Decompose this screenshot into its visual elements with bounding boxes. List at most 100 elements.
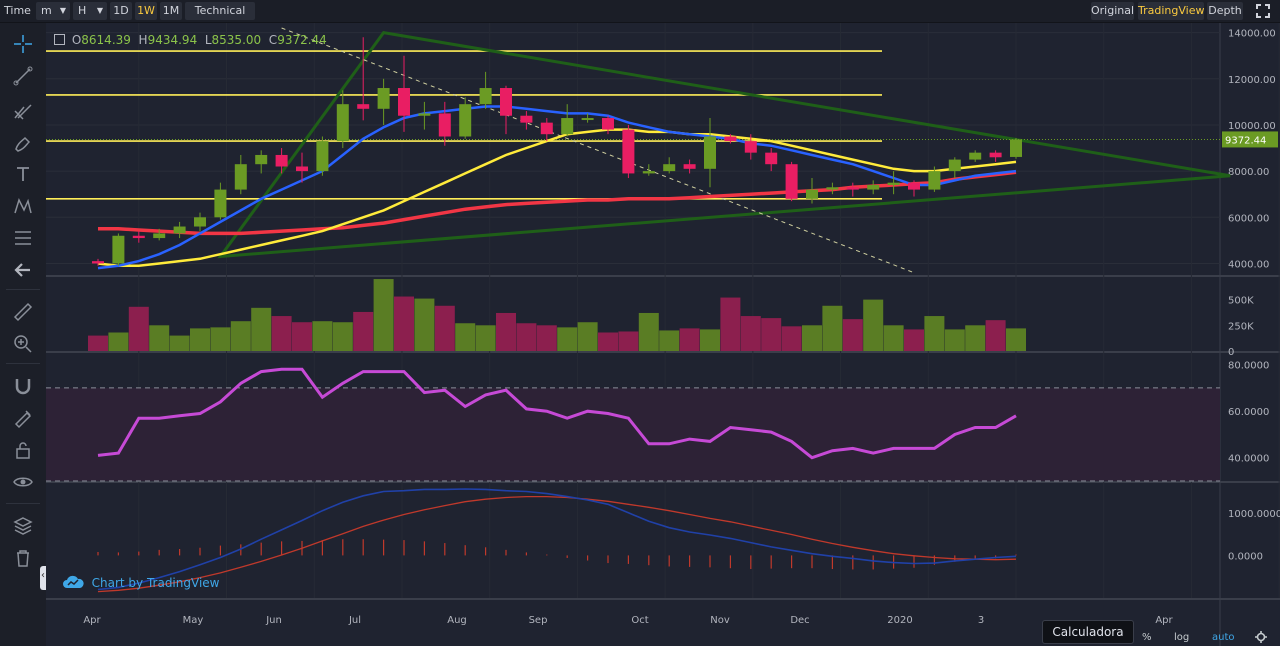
candle-body xyxy=(357,104,370,109)
percent-scale-button[interactable]: % xyxy=(1142,632,1152,643)
depth-view-button[interactable]: Depth xyxy=(1207,2,1243,20)
candle-body xyxy=(296,166,308,172)
settings-gear-icon[interactable] xyxy=(1255,631,1267,643)
volume-bar xyxy=(251,307,272,351)
ma-blue-line xyxy=(97,105,1017,270)
pitchfork-icon[interactable] xyxy=(12,99,34,121)
volume-bar xyxy=(904,329,924,351)
volume-tick-label: 0 xyxy=(1228,347,1234,358)
candle-body xyxy=(153,233,166,239)
collapse-sidebar-handle[interactable]: ‹ xyxy=(40,566,50,590)
volume-bar xyxy=(230,321,251,351)
candle-body xyxy=(132,235,145,239)
volume-bar xyxy=(292,322,312,351)
eye-icon[interactable] xyxy=(12,471,34,493)
candle xyxy=(194,212,206,232)
candle-body xyxy=(602,118,614,130)
volume-bar xyxy=(659,330,680,351)
candle xyxy=(418,101,431,130)
candle xyxy=(908,180,920,197)
candle-body xyxy=(316,141,329,172)
volume-bar xyxy=(802,325,822,351)
magnet-icon[interactable] xyxy=(12,375,34,397)
drawing-toolbar: ‹ xyxy=(0,23,50,646)
trash-icon[interactable] xyxy=(12,547,34,569)
volume-bar xyxy=(577,322,598,351)
candle xyxy=(234,154,247,195)
price-tick-label: 6000.00 xyxy=(1228,213,1269,224)
candle xyxy=(357,37,370,121)
volume-bar xyxy=(618,331,639,351)
candle-body xyxy=(194,217,206,227)
volume-bar xyxy=(720,297,741,351)
last-price-label: 9372.44 xyxy=(1225,135,1266,146)
tradingview-watermark[interactable]: Chart by TradingView xyxy=(62,574,219,594)
candle-body xyxy=(969,152,982,160)
volume-bar xyxy=(822,305,843,351)
chart-canvas[interactable]: 14000.00 12000.00 10000.00 8000.00 6000.00 40… xyxy=(46,23,1280,646)
candle xyxy=(398,55,410,132)
macd-tick-label: 1000.0000 xyxy=(1228,509,1280,520)
interval-1w-button[interactable]: 1W xyxy=(135,2,157,20)
candle-body xyxy=(683,164,696,169)
lock-drawing-icon[interactable] xyxy=(12,407,34,429)
minute-interval-dropdown[interactable]: m ▼ xyxy=(36,2,70,20)
price-tick-label: 14000.00 xyxy=(1228,29,1276,40)
volume-bar xyxy=(883,325,904,351)
log-scale-button[interactable]: log xyxy=(1174,632,1190,643)
rsi-tick-label: 60.0000 xyxy=(1228,407,1269,418)
candle-body xyxy=(704,136,716,169)
candle-body xyxy=(234,164,247,190)
candle xyxy=(500,85,512,135)
zoom-in-icon[interactable] xyxy=(12,333,34,355)
candle-body xyxy=(377,88,390,109)
auto-scale-button[interactable]: auto xyxy=(1212,632,1235,643)
fib-retracement-icon[interactable] xyxy=(12,227,34,249)
top-toolbar: Time m▼ H▼ 1D 1W 1M Technical Ind Origin… xyxy=(0,0,1280,35)
watermark-text: Chart by TradingView xyxy=(91,576,220,590)
text-tool-icon[interactable] xyxy=(12,163,34,185)
hour-interval-dropdown[interactable]: H ▼ xyxy=(73,2,107,20)
dashed-trendline xyxy=(281,27,915,274)
time-tick-label: Aug xyxy=(447,615,467,626)
volume-bar xyxy=(149,325,170,351)
tradingview-view-button[interactable]: TradingView xyxy=(1138,2,1204,20)
high-label: H xyxy=(138,33,148,47)
crosshair-icon[interactable] xyxy=(12,33,34,55)
time-tick-label: Dec xyxy=(790,615,809,626)
interval-1m-button[interactable]: 1M xyxy=(160,2,182,20)
interval-1d-button[interactable]: 1D xyxy=(110,2,132,20)
fullscreen-icon[interactable] xyxy=(1250,2,1276,20)
trend-line-icon[interactable] xyxy=(12,65,34,87)
candle-body xyxy=(336,104,349,142)
lock-icon[interactable] xyxy=(12,439,34,461)
candle xyxy=(846,182,859,197)
chart-area[interactable]: 14000.00 12000.00 10000.00 8000.00 6000.00 40… xyxy=(46,23,1280,646)
volume-bar xyxy=(700,329,720,351)
layers-icon[interactable] xyxy=(12,515,34,537)
volume-bar xyxy=(128,306,149,351)
time-tick-label: Jul xyxy=(348,615,361,626)
price-tick-label: 10000.00 xyxy=(1228,121,1276,132)
ohlc-legend: O8614.39 H9434.94 L8535.00 C9372.44 xyxy=(54,33,327,47)
volume-bar xyxy=(1006,328,1026,351)
candle-body xyxy=(765,152,778,165)
candle xyxy=(887,171,900,195)
candle xyxy=(867,180,880,195)
brush-icon[interactable] xyxy=(12,131,34,153)
calculator-tooltip[interactable]: Calculadora xyxy=(1042,620,1134,644)
technical-indicators-button[interactable]: Technical Ind xyxy=(185,2,255,35)
candle xyxy=(948,157,961,179)
ruler-icon[interactable] xyxy=(12,301,34,323)
volume-bar xyxy=(557,327,578,351)
time-tick-label: May xyxy=(183,615,204,626)
ma-yellow-line xyxy=(97,128,1017,268)
pattern-icon[interactable] xyxy=(12,195,34,217)
expand-legend-icon[interactable] xyxy=(54,34,65,45)
candle-body xyxy=(561,118,574,135)
open-label: O xyxy=(71,33,82,47)
original-view-button[interactable]: Original xyxy=(1091,2,1134,20)
back-arrow-icon[interactable] xyxy=(12,259,34,281)
candle-body xyxy=(948,159,961,172)
time-label: Time xyxy=(4,4,31,17)
